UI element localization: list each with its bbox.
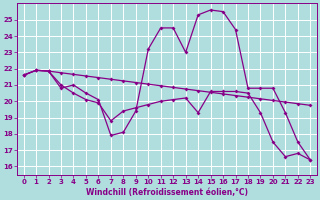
X-axis label: Windchill (Refroidissement éolien,°C): Windchill (Refroidissement éolien,°C) [86,188,248,197]
